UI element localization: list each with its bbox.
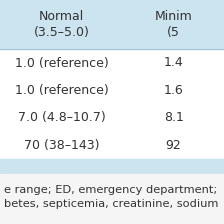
Text: 7.0 (4.8–10.7): 7.0 (4.8–10.7) [18,111,106,124]
Text: 1.6: 1.6 [164,84,183,97]
Bar [0,159,224,174]
Text: 1.4: 1.4 [164,56,183,69]
Text: 8.1: 8.1 [164,111,183,124]
Text: 1.0 (reference): 1.0 (reference) [15,84,108,97]
Text: e range; ED, emergency department;
betes, septicemia, creatinine, sodium: e range; ED, emergency department; betes… [4,185,219,209]
Bar [0,49,224,159]
Bar [0,0,224,49]
Text: Minim
(5: Minim (5 [155,10,192,39]
Bar [0,174,224,224]
Text: Normal
(3.5–5.0): Normal (3.5–5.0) [34,10,90,39]
Text: 70 (38–143): 70 (38–143) [24,139,99,152]
Text: 1.0 (reference): 1.0 (reference) [15,56,108,69]
Text: 92: 92 [166,139,181,152]
